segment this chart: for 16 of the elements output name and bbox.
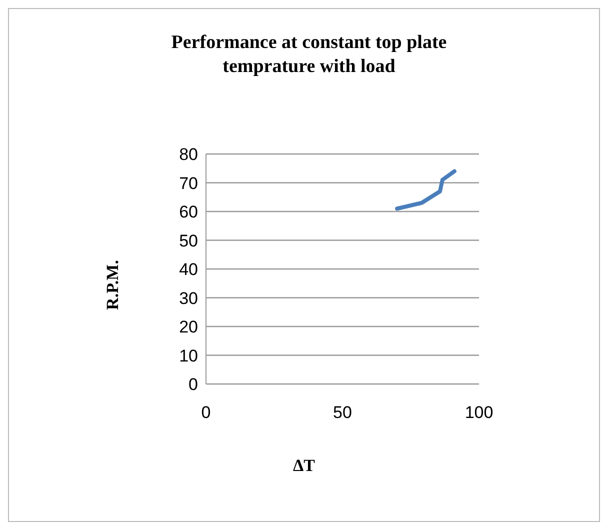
y-tick-label: 60 bbox=[179, 202, 198, 222]
chart-title: Performance at constant top plate temprature with load bbox=[170, 31, 448, 79]
y-tick-label: 40 bbox=[179, 260, 198, 280]
y-tick-label: 10 bbox=[179, 346, 198, 366]
line-series bbox=[395, 169, 456, 211]
y-tick-label: 30 bbox=[179, 288, 198, 308]
y-tick-label: 0 bbox=[188, 375, 198, 394]
x-tick-label: 100 bbox=[464, 403, 494, 422]
y-tick-label: 50 bbox=[179, 231, 198, 250]
y-tick-label: 70 bbox=[179, 174, 198, 193]
x-tick-label: 50 bbox=[333, 403, 352, 422]
y-tick-label: 20 bbox=[179, 318, 198, 337]
x-tick-label: 0 bbox=[201, 403, 211, 422]
y-axis-title: R.P.M. bbox=[103, 260, 123, 310]
x-axis-title: ΔT bbox=[292, 456, 316, 476]
y-tick-label: 80 bbox=[179, 145, 198, 164]
